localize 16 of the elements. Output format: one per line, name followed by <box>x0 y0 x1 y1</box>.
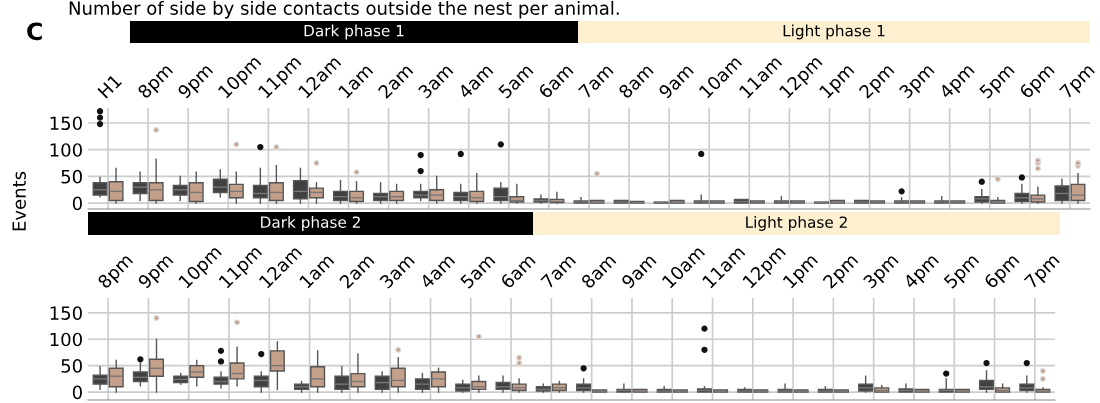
text: Number of side by side contacts outside the nest per animal. <box>69 1 619 19</box>
y-tick-label: 150 <box>50 116 82 131</box>
y-tick-label: 150 <box>50 306 82 320</box>
text: Dark phase 2 <box>261 216 360 231</box>
y-tick-label: 50 <box>61 359 82 373</box>
text: C <box>27 22 42 41</box>
y-tick-label: 0 <box>72 196 82 211</box>
y-tick-label: 100 <box>50 332 82 347</box>
text: Dark phase 1 <box>304 24 404 40</box>
y-tick-label: 0 <box>72 385 82 400</box>
y-tick-label: 100 <box>50 143 82 157</box>
text: Light phase 2 <box>746 216 847 231</box>
y-axis-title: Events <box>12 171 26 231</box>
y-tick-label: 50 <box>61 169 82 184</box>
x-tick-label: H1 <box>97 73 122 99</box>
text: Light phase 1 <box>783 24 885 40</box>
